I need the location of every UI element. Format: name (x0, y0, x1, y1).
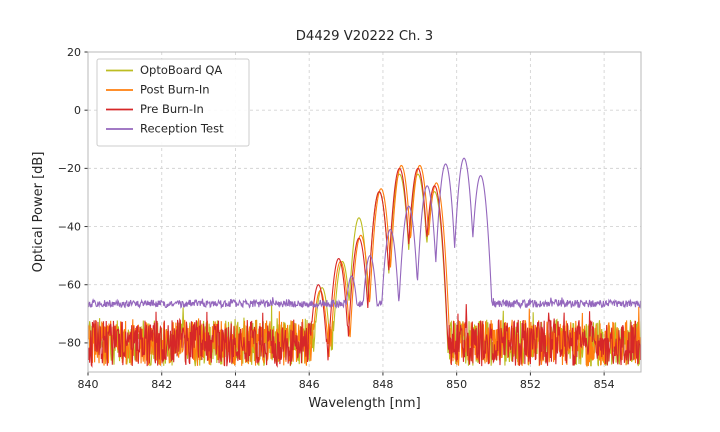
tick-labels: 840 842 844 846 848 850 852 854 20 0 −20 −40 −60 −80 (58, 46, 615, 391)
svg-text:0: 0 (74, 104, 81, 117)
legend-label-4: Reception Test (140, 122, 224, 136)
tick-marks (84, 51, 605, 376)
series-lines (88, 157, 641, 368)
svg-text:842: 842 (151, 378, 172, 391)
series-line-3 (88, 167, 641, 368)
legend-label-3: Pre Burn-In (140, 102, 204, 116)
legend-box (96, 58, 250, 147)
svg-text:844: 844 (225, 378, 246, 391)
series-line-4 (88, 157, 641, 310)
svg-text:20: 20 (67, 46, 81, 59)
plot-border (87, 51, 642, 373)
svg-text:848: 848 (372, 378, 393, 391)
svg-text:−80: −80 (58, 337, 81, 350)
svg-text:846: 846 (299, 378, 320, 391)
series-line-2 (88, 164, 641, 368)
svg-text:850: 850 (446, 378, 467, 391)
svg-text:852: 852 (520, 378, 541, 391)
svg-text:840: 840 (78, 378, 99, 391)
legend-label-1: OptoBoard QA (140, 63, 222, 77)
chart-title: D4429 V20222 Ch. 3 (296, 29, 433, 44)
x-axis-label: Wavelength [nm] (308, 396, 420, 411)
svg-text:−60: −60 (58, 279, 81, 292)
y-axis-label: Optical Power [dB] (31, 152, 46, 273)
svg-text:−20: −20 (58, 162, 81, 175)
svg-text:−40: −40 (58, 220, 81, 233)
legend-label-2: Post Burn-In (140, 83, 210, 97)
svg-text:854: 854 (594, 378, 615, 391)
plot-layers: 840 842 844 846 848 850 852 854 20 0 −20 −40 −60 −80 O… (58, 46, 642, 391)
legend: OptoBoard QA Post Burn-In Pre Burn-In Recep… (96, 58, 250, 147)
